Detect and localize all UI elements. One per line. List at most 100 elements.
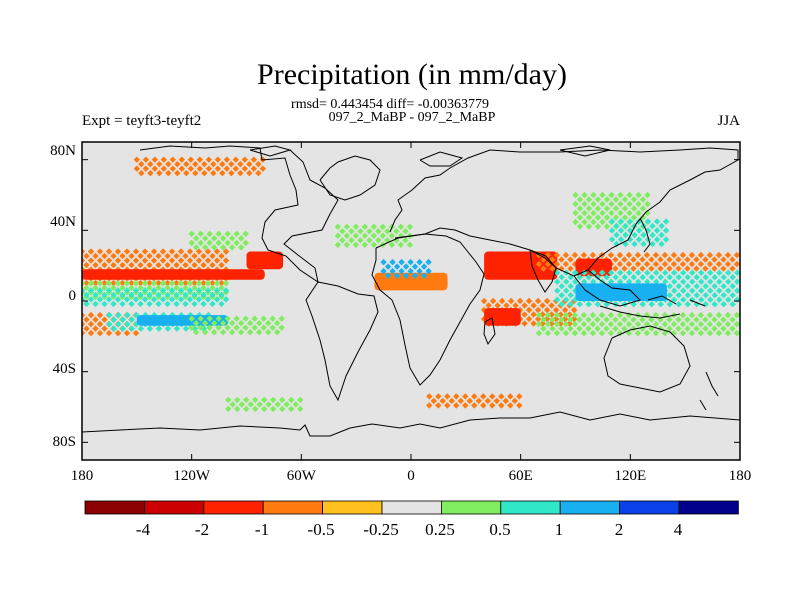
anomaly-cell: [724, 329, 732, 337]
anomaly-cell: [200, 284, 207, 292]
anomaly-cell: [612, 196, 620, 203]
anomaly-cell: [178, 165, 186, 172]
anomaly-cell: [662, 218, 670, 225]
anomaly-cell: [608, 269, 615, 276]
anomaly-cell: [607, 311, 615, 319]
anomaly-cell: [164, 261, 171, 269]
anomaly-cell: [237, 319, 245, 327]
anomaly-cell: [260, 324, 267, 331]
anomaly-cell: [191, 279, 198, 287]
anomaly-cell: [688, 329, 696, 337]
anomaly-cell: [110, 316, 118, 323]
anomaly-cell: [649, 222, 656, 230]
anomaly-cell: [101, 316, 108, 323]
anomaly-cell: [380, 267, 387, 275]
y-tick-label: 80N: [50, 143, 76, 159]
anomaly-cell: [128, 316, 136, 323]
anomaly-cell: [625, 251, 633, 259]
anomaly-cell: [132, 280, 140, 287]
anomaly-cell: [724, 320, 732, 328]
anomaly-cell: [146, 325, 154, 332]
new-zealand-coast: [699, 371, 719, 411]
anomaly-cell: [603, 316, 610, 323]
anomaly-cell: [119, 252, 126, 260]
anomaly-cell: [82, 287, 86, 294]
anomaly-cell: [634, 329, 642, 337]
anomaly-cell: [598, 320, 606, 328]
anomaly-cell: [200, 300, 207, 308]
anomaly-cell: [128, 261, 135, 269]
anomaly-cell: [608, 200, 615, 208]
anomaly-cell: [715, 311, 723, 319]
anomaly-cell: [242, 324, 249, 331]
anomaly-cell: [598, 329, 606, 337]
anomaly-cell: [150, 248, 158, 255]
anomaly-cell: [246, 328, 254, 336]
anomaly-cell: [119, 325, 127, 332]
anomaly-cell: [223, 165, 231, 172]
anomaly-cell: [270, 396, 277, 404]
anomaly-cell: [264, 319, 272, 327]
anomaly-cell: [224, 239, 231, 247]
anomaly-cell: [553, 329, 561, 337]
anomaly-cell: [200, 279, 207, 287]
anomaly-cell: [237, 235, 245, 242]
x-tick-label: 60W: [287, 468, 317, 484]
anomaly-cell: [241, 165, 249, 172]
anomaly-cell: [653, 218, 661, 225]
anomaly-cell: [137, 261, 144, 269]
anomaly-cell: [715, 251, 723, 259]
anomaly-cell: [339, 228, 346, 235]
anomaly-cell: [576, 301, 583, 308]
anomaly-cell: [128, 279, 135, 287]
anomaly-cell: [653, 236, 661, 243]
anomaly-cell: [493, 397, 500, 405]
anomaly-cell: [164, 284, 171, 292]
anomaly-cell: [720, 292, 727, 299]
anomaly-block: [484, 308, 521, 326]
anomaly-cell: [702, 274, 709, 281]
anomaly-cell: [218, 252, 225, 260]
anomaly-cell: [402, 263, 410, 270]
anomaly-cell: [114, 280, 122, 287]
anomaly-cell: [233, 315, 240, 322]
anomaly-cell: [462, 393, 469, 400]
anomaly-cell: [608, 191, 615, 199]
anomaly-cell: [567, 292, 574, 299]
anomaly-cell: [197, 239, 204, 247]
anomaly-cell: [115, 311, 122, 319]
anomaly-cell: [123, 329, 131, 337]
anomaly-cell: [269, 315, 276, 322]
anomaly-cell: [366, 237, 373, 244]
anomaly-cell: [544, 320, 552, 328]
y-tick-label: 0: [69, 288, 77, 304]
anomaly-cell: [183, 160, 190, 168]
anomaly-cell: [339, 237, 346, 244]
south-america-coast: [305, 281, 379, 402]
anomaly-cell: [666, 265, 673, 272]
anomaly-cell: [570, 306, 578, 314]
anomaly-cell: [720, 265, 727, 272]
anomaly-cell: [114, 329, 122, 337]
anomaly-cell: [652, 329, 660, 337]
anomaly-cell: [635, 269, 642, 276]
anomaly-cell: [252, 405, 259, 413]
anomaly-cell: [237, 244, 245, 251]
anomaly-cell: [444, 402, 451, 409]
anomaly-cell: [234, 396, 241, 404]
anomaly-block: [575, 283, 667, 301]
antarctica-coast: [82, 411, 740, 437]
anomaly-cell: [416, 267, 423, 275]
anomaly-cell: [159, 280, 167, 287]
anomaly-cell: [182, 284, 189, 292]
anomaly-cell: [188, 239, 195, 247]
anomaly-cell: [607, 251, 615, 259]
anomaly-cell: [106, 320, 113, 328]
anomaly-cell: [711, 265, 718, 272]
anomaly-cell: [734, 278, 740, 285]
anomaly-cell: [141, 248, 149, 255]
anomaly-cell: [581, 269, 588, 276]
anomaly-cell: [725, 296, 732, 303]
anomaly-cell: [644, 191, 651, 199]
anomaly-cell: [195, 257, 203, 264]
